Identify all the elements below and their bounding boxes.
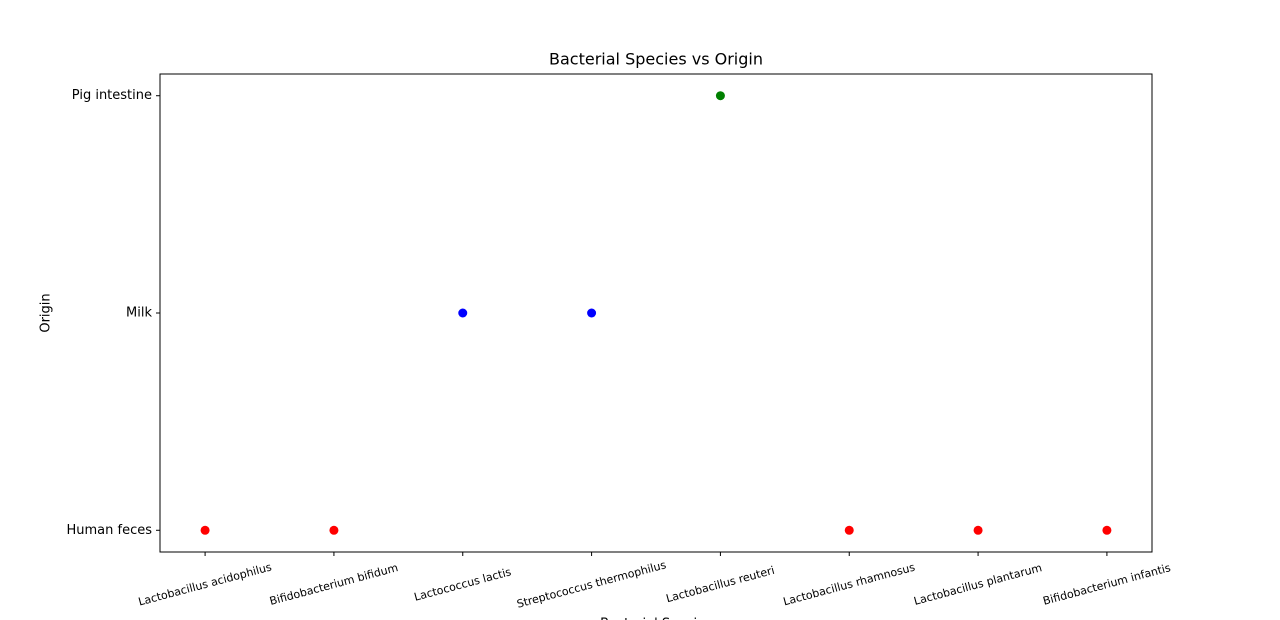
point xyxy=(715,91,725,101)
chart-title: Bacterial Species vs Origin xyxy=(549,50,763,69)
point xyxy=(973,525,983,535)
y-tick-label: Pig intestine xyxy=(72,88,152,103)
y-axis-label: Origin xyxy=(39,293,54,332)
x-axis-label: Bacterial Species xyxy=(600,617,712,620)
y-tick-label: Human feces xyxy=(66,523,152,538)
point xyxy=(329,525,339,535)
point xyxy=(1102,525,1112,535)
y-tick-label: Milk xyxy=(126,306,152,321)
point xyxy=(200,525,210,535)
point xyxy=(844,525,854,535)
point xyxy=(458,308,468,318)
point xyxy=(587,308,597,318)
